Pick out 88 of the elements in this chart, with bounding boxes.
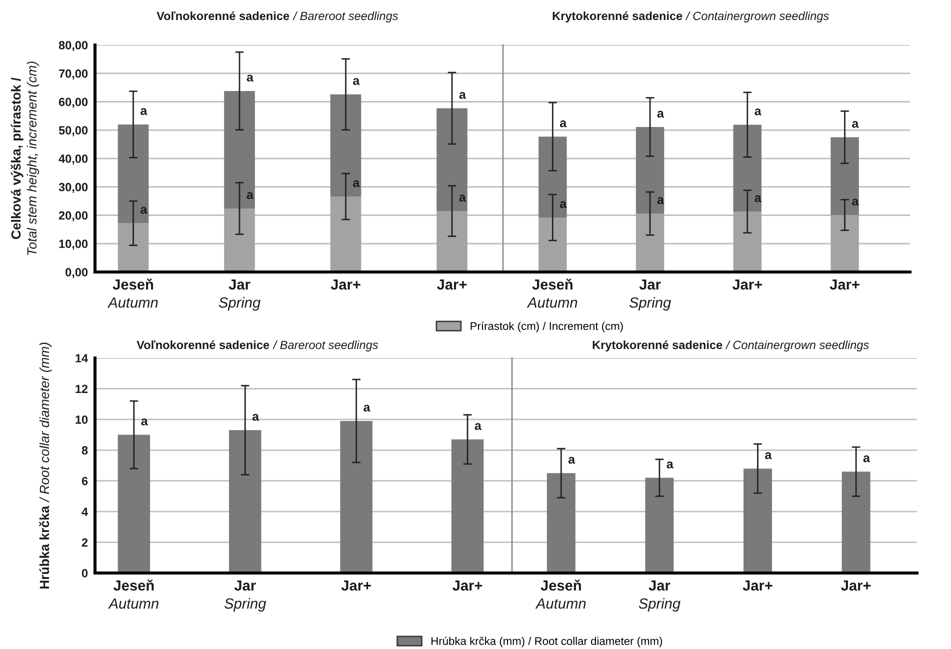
y-tick-label: 60,00 xyxy=(58,98,88,108)
data-label: a xyxy=(666,462,674,468)
y-tick-label: 30,00 xyxy=(58,182,88,193)
y-tick-label: 10 xyxy=(76,415,88,424)
data-label: a xyxy=(459,194,466,202)
y-tick-label: 20,00 xyxy=(58,211,88,222)
data-label: a xyxy=(459,92,466,99)
category-label: Jar Spring xyxy=(629,279,671,311)
bar xyxy=(340,420,372,573)
bar xyxy=(451,439,484,573)
bar xyxy=(830,137,859,215)
chart-title: Voľnokorenné sadenice / Bareroot seedlings xyxy=(136,340,378,352)
x-tick-label: Jar+ xyxy=(452,580,482,591)
bar xyxy=(330,196,362,272)
bar xyxy=(733,212,762,272)
y-tick-label: 10,00 xyxy=(59,240,88,250)
data-label: a xyxy=(353,78,360,85)
bar xyxy=(546,473,576,573)
bar xyxy=(538,136,567,218)
y-axis-title: Celková výška, prírastok / Total stem height, increment (cm) xyxy=(10,62,40,255)
y-tick-label: 40,00 xyxy=(58,154,88,165)
bar xyxy=(436,210,468,272)
x-tick-label: Jar+ xyxy=(732,279,762,290)
bar xyxy=(830,214,859,272)
data-label: a xyxy=(568,456,576,464)
bar xyxy=(436,108,468,211)
category-label: Jar Spring xyxy=(218,279,260,311)
y-tick-label: 80,00 xyxy=(58,41,88,52)
category-label: Jeseň Autumn xyxy=(108,580,158,609)
data-label: a xyxy=(852,120,859,128)
bar xyxy=(645,478,674,573)
data-label: a xyxy=(754,195,762,202)
data-label: a xyxy=(863,455,870,462)
data-label: a xyxy=(657,197,664,204)
legend-label: Prírastok (cm) / Increment (cm) xyxy=(470,322,623,332)
data-label: a xyxy=(474,423,482,430)
y-tick-label: 2 xyxy=(82,538,88,547)
y-tick-label: 0,00 xyxy=(66,268,88,278)
bar xyxy=(228,430,262,573)
data-label: a xyxy=(140,206,148,214)
bar xyxy=(118,124,149,224)
bar xyxy=(538,218,567,272)
chart-title: Krytokorenné sadenice / Containergrown seedlings xyxy=(552,11,829,22)
data-label: a xyxy=(246,192,254,200)
x-tick-label: Jar+ xyxy=(830,279,860,290)
data-label: a xyxy=(140,108,148,116)
x-tick-label: Jar+ xyxy=(841,580,871,591)
chart-title: Krytokorenné sadenice / Containergrown seedlings xyxy=(592,340,869,352)
x-tick-label: Jar+ xyxy=(437,279,467,290)
data-label: a xyxy=(852,198,859,206)
y-tick-label: 8 xyxy=(82,446,88,455)
bar xyxy=(118,434,150,573)
x-tick-label: Jar+ xyxy=(330,279,360,290)
bar xyxy=(842,472,870,573)
category-label: Jeseň Autumn xyxy=(107,278,158,308)
data-label: a xyxy=(246,74,254,82)
category-label: Jar Spring xyxy=(224,580,266,612)
data-label: a xyxy=(657,110,664,118)
y-tick-label: 70,00 xyxy=(59,69,88,80)
bar xyxy=(118,223,149,272)
bar xyxy=(330,94,362,197)
data-label: a xyxy=(364,404,370,412)
y-tick-label: 50,00 xyxy=(58,126,88,136)
category-label: Jar Spring xyxy=(638,580,680,612)
data-label: a xyxy=(560,120,567,128)
legend-label: Hrúbka krčka (mm) / Root collar diameter (mm) xyxy=(432,636,662,648)
data-label: a xyxy=(141,418,148,426)
bar xyxy=(636,127,664,214)
y-tick-label: 6 xyxy=(82,476,88,486)
x-tick-label: Jar+ xyxy=(742,580,772,591)
bar xyxy=(636,214,664,272)
y-tick-label: 4 xyxy=(82,508,88,516)
data-label: a xyxy=(754,108,762,116)
data-label: a xyxy=(353,180,360,188)
y-axis-title: Hrúbka krčka / Root collar diameter (mm) xyxy=(39,342,52,589)
category-label: Jeseň Autumn xyxy=(535,580,586,609)
y-tick-label: 0 xyxy=(82,569,88,578)
bar xyxy=(744,468,772,573)
data-label: a xyxy=(765,452,772,460)
data-label: a xyxy=(252,414,260,421)
chart-title: Voľnokorenné sadenice / Bareroot seedlings xyxy=(156,11,398,22)
x-tick-label: Jar+ xyxy=(341,580,371,591)
category-label: Jeseň Autumn xyxy=(526,278,578,308)
y-tick-label: 14 xyxy=(76,354,88,362)
bar xyxy=(224,90,255,208)
y-tick-label: 12 xyxy=(76,384,88,393)
bar xyxy=(733,124,762,212)
bar xyxy=(224,208,255,272)
